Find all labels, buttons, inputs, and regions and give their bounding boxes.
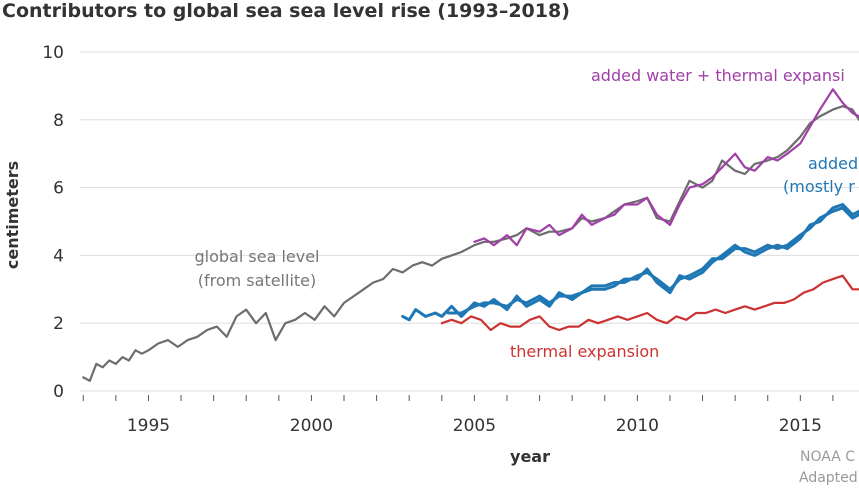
- y-tick-label-2: 2: [53, 314, 64, 334]
- annotation-added-water-thermal: added water + thermal expansi: [591, 66, 845, 85]
- y-tick-label-6: 6: [53, 179, 64, 199]
- x-tick-label-2010: 2010: [616, 416, 659, 436]
- chart-title: Contributors to global sea sea level ris…: [2, 0, 570, 22]
- y-tick-label-10: 10: [42, 43, 64, 63]
- x-tick-label-2005: 2005: [453, 416, 496, 436]
- y-tick-label-8: 8: [53, 111, 64, 131]
- series-lines: [82, 88, 859, 382]
- x-tick-label-2000: 2000: [290, 416, 333, 436]
- y-tick-label-0: 0: [53, 382, 64, 402]
- series-line-added_water: [401, 203, 859, 322]
- series-line-added_thermal: [473, 88, 859, 247]
- annotation-from-satellite: (from satellite): [198, 271, 317, 290]
- series-line-added_water_b: [446, 206, 859, 315]
- y-tick-label-4: 4: [53, 246, 64, 266]
- annotation-global-sea-level: global sea level: [195, 247, 320, 266]
- credit-line-1: NOAA C: [800, 449, 855, 465]
- x-axis: 1995 2000 2005 2010 2015: [82, 395, 834, 436]
- series-line-thermal: [440, 274, 859, 332]
- y-axis: 0 2 4 6 8 10: [42, 43, 64, 402]
- series-line-global: [82, 105, 859, 382]
- annotation-thermal-expansion: thermal expansion: [510, 342, 659, 361]
- y-axis-label: centimeters: [3, 161, 22, 269]
- x-axis-label: year: [510, 447, 550, 466]
- grid-lines: [80, 51, 859, 392]
- credit-line-2: Adapted: [799, 470, 858, 486]
- annotation-mostly: (mostly r: [783, 177, 855, 196]
- annotation-added-water: added: [808, 154, 858, 173]
- x-tick-label-2015: 2015: [779, 416, 822, 436]
- x-tick-label-1995: 1995: [127, 416, 170, 436]
